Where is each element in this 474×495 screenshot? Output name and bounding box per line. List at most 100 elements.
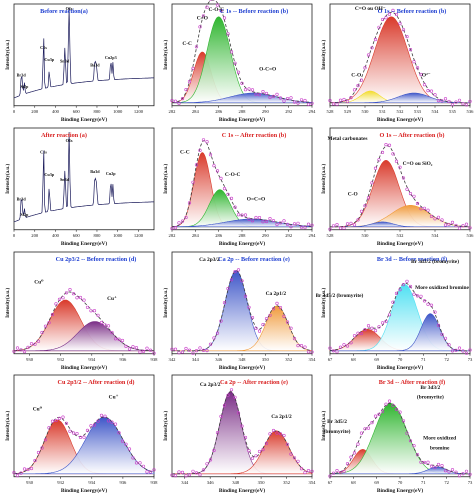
data-point	[191, 351, 195, 355]
data-point	[306, 469, 311, 473]
data-point	[71, 291, 76, 295]
data-point	[264, 219, 269, 223]
chart-o1s-before: 528 529 530 531 532 533 534 535 536 Binding Energ…	[322, 3, 474, 123]
data-point	[359, 331, 364, 335]
data-point	[328, 98, 332, 103]
data-point	[419, 72, 423, 77]
x-tick-label: 529	[344, 109, 352, 114]
data-point	[198, 148, 202, 152]
data-point	[401, 282, 406, 286]
data-point	[342, 342, 346, 346]
data-point	[43, 324, 48, 328]
data-point	[271, 94, 276, 98]
peak-annotation: Br 3d5/2	[327, 419, 347, 425]
data-point	[173, 347, 178, 351]
y-axis-label: Intensity(a.u.)	[164, 411, 169, 441]
data-point	[306, 222, 311, 226]
x-tick-label: 528	[327, 109, 335, 114]
data-point	[261, 322, 265, 326]
data-point	[82, 435, 86, 440]
data-point	[377, 413, 381, 417]
fit-envelope-line	[13, 416, 155, 475]
y-axis-label: Intensity(a.u.)	[6, 163, 11, 193]
data-point	[401, 28, 406, 32]
data-point	[141, 464, 146, 469]
chart-survey-after: 0 200 400 600 800 1000 1200 Binding Energy(eV) I…	[6, 127, 155, 247]
peak-annotation: Cu⁺	[109, 395, 119, 401]
data-point	[429, 89, 434, 93]
data-point	[177, 101, 181, 105]
data-point	[22, 467, 27, 471]
x-tick-label: 200	[31, 109, 39, 114]
data-point	[440, 99, 444, 103]
data-point	[285, 319, 290, 324]
data-point	[201, 468, 206, 472]
data-point	[229, 388, 234, 392]
x-axis-label: Binding Energy(eV)	[377, 487, 423, 494]
data-point	[113, 336, 118, 340]
data-point	[363, 427, 367, 431]
data-point	[468, 347, 472, 352]
data-point	[436, 215, 441, 219]
data-point	[352, 333, 357, 337]
data-point	[233, 61, 237, 65]
peak-annotation: bromine	[430, 446, 450, 452]
data-point	[391, 152, 395, 156]
data-point	[219, 415, 223, 419]
x-tick-label: 1000	[113, 233, 123, 238]
x-tick-label: 400	[52, 233, 60, 238]
data-point	[75, 432, 79, 436]
data-point	[99, 414, 104, 418]
data-point	[240, 213, 244, 217]
data-point	[464, 103, 469, 107]
data-point	[278, 432, 283, 436]
data-point	[103, 322, 107, 326]
data-point	[426, 302, 430, 306]
data-point	[377, 25, 381, 29]
data-point	[429, 214, 434, 218]
x-tick-label: 535	[449, 109, 457, 114]
data-point	[134, 461, 139, 465]
data-point	[345, 462, 350, 466]
data-point	[447, 99, 451, 104]
x-tick-label: 68	[351, 356, 356, 361]
fit-envelope-line	[329, 282, 470, 351]
chart-title: Br 3d -- Before reaction (f)	[377, 256, 447, 263]
data-point	[184, 87, 188, 92]
data-point	[257, 450, 262, 454]
data-point	[345, 222, 350, 226]
y-axis-label: Intensity(a.u.)	[6, 411, 11, 441]
data-point	[349, 221, 353, 225]
peak-annotation: Si2p	[20, 212, 29, 217]
x-tick-label: 200	[31, 233, 39, 238]
survey-spectrum-line	[13, 7, 154, 99]
data-point	[268, 313, 272, 317]
data-point	[335, 349, 339, 353]
x-tick-label: 536	[467, 109, 474, 114]
data-point	[50, 419, 55, 424]
chart-cu2p-before: 930 932 934 936 938 Binding Energy(eV) Intensi…	[6, 251, 158, 370]
data-point	[408, 47, 413, 52]
data-point	[394, 12, 399, 17]
data-point	[394, 408, 399, 412]
data-point	[296, 459, 300, 464]
data-point	[78, 436, 83, 440]
data-point	[285, 96, 290, 101]
data-point	[247, 87, 251, 91]
data-point	[124, 344, 128, 348]
data-point	[120, 439, 125, 443]
data-point	[222, 16, 227, 20]
data-point	[454, 470, 458, 475]
data-point	[215, 330, 220, 335]
data-point	[468, 225, 472, 230]
data-point	[405, 34, 409, 39]
data-point	[194, 163, 199, 167]
peak-annotation: Ca 2p1/2	[266, 291, 287, 297]
x-tick-label: 348	[232, 480, 240, 485]
data-point	[370, 46, 374, 50]
data-point	[349, 340, 353, 344]
data-point	[433, 216, 437, 221]
data-point	[380, 150, 385, 154]
peak-annotation: Cu⁺	[107, 295, 117, 301]
